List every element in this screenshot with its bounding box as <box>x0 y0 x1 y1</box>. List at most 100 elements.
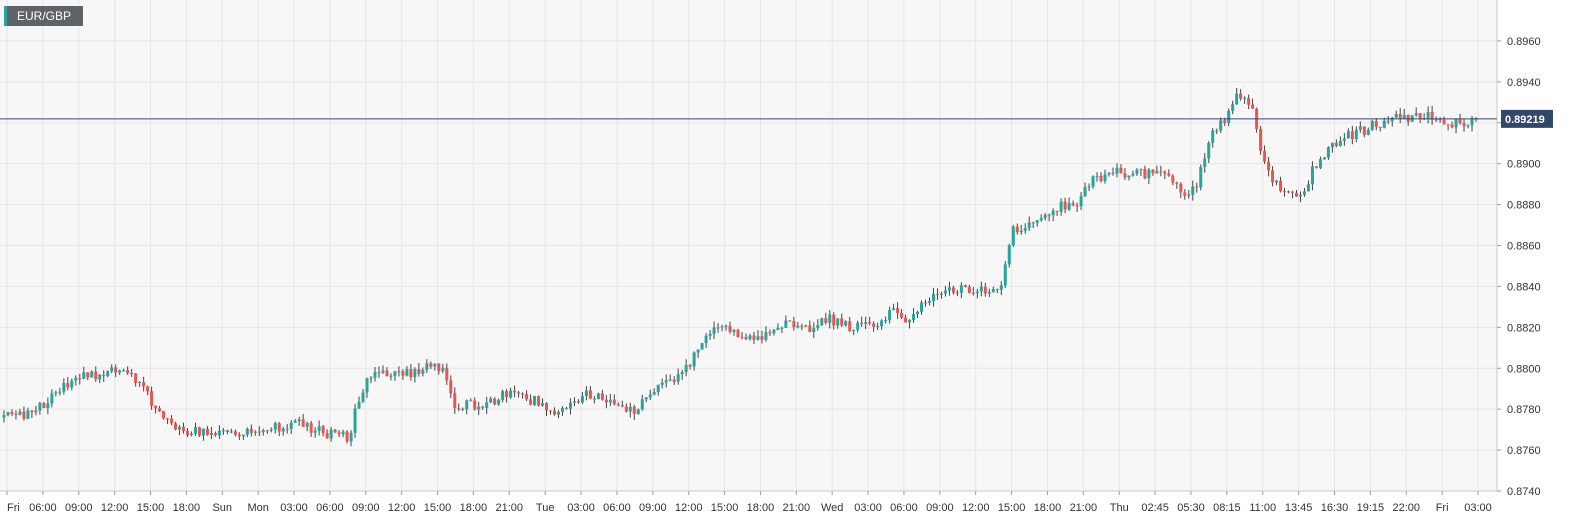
candle-down <box>377 372 381 374</box>
candle-up <box>1394 113 1398 118</box>
candle-down <box>409 369 413 378</box>
x-tick-label: 18:00 <box>747 502 775 514</box>
x-tick-label: 21:00 <box>496 502 524 514</box>
candle-down <box>832 314 836 326</box>
current-price-badge <box>1501 109 1553 128</box>
candle-down <box>265 430 269 432</box>
candle-up <box>421 369 425 374</box>
candle-up <box>46 403 50 409</box>
candle-up <box>696 349 700 353</box>
candle-up <box>229 431 233 433</box>
candle-up <box>1199 167 1203 188</box>
candle-down <box>672 379 676 382</box>
candle-down <box>461 408 465 410</box>
candle-down <box>971 292 975 294</box>
candle-up <box>138 382 142 384</box>
y-tick-label: 0.8840 <box>1507 281 1541 293</box>
candle-down <box>170 418 174 424</box>
candle-up <box>245 428 249 435</box>
candle-up <box>1115 167 1119 174</box>
candle-up <box>365 378 369 393</box>
candle-up <box>425 363 429 370</box>
candle-up <box>305 423 309 427</box>
candle-up <box>18 411 22 415</box>
candle-down <box>951 287 955 293</box>
candle-up <box>820 318 824 326</box>
candle-up <box>1322 157 1326 160</box>
x-tick-label: 12:00 <box>101 502 129 514</box>
candle-down <box>1031 222 1035 224</box>
candle-up <box>413 369 417 378</box>
candle-down <box>78 378 82 380</box>
candle-down <box>237 434 241 437</box>
candle-down <box>800 325 804 327</box>
candle-up <box>1390 117 1394 122</box>
candle-down <box>624 406 628 412</box>
candle-down <box>333 429 337 433</box>
x-tick-label: Fri <box>7 502 20 514</box>
candle-down <box>983 286 987 294</box>
candle-up <box>1003 264 1007 286</box>
candle-down <box>130 373 134 375</box>
candle-up <box>26 410 30 419</box>
candle-up <box>1219 120 1223 131</box>
candle-down <box>437 363 441 372</box>
x-tick-label: 15:00 <box>137 502 165 514</box>
candle-up <box>999 285 1003 290</box>
candle-up <box>201 428 205 436</box>
y-tick-label: 0.8780 <box>1507 404 1541 416</box>
candle-down <box>1159 171 1163 173</box>
candle-up <box>1454 119 1458 128</box>
candle-down <box>233 431 237 435</box>
candle-up <box>361 392 365 402</box>
candle-down <box>1438 119 1442 121</box>
candle-down <box>1075 205 1079 207</box>
candle-down <box>616 404 620 406</box>
candle-up <box>572 401 576 403</box>
candle-up <box>1382 120 1386 128</box>
candle-up <box>776 327 780 330</box>
candle-up <box>1235 93 1239 105</box>
candle-down <box>1378 126 1382 128</box>
candle-up <box>1207 142 1211 159</box>
candle-up <box>1326 147 1330 158</box>
candle-up <box>708 333 712 336</box>
candle-up <box>34 410 38 413</box>
x-tick-label: 03:00 <box>854 502 882 514</box>
candle-down <box>1047 214 1051 216</box>
candle-down <box>604 399 608 403</box>
candle-down <box>401 371 405 376</box>
candle-up <box>927 301 931 303</box>
candle-up <box>664 380 668 383</box>
candle-down <box>337 432 341 435</box>
candle-down <box>417 369 421 374</box>
x-tick-label: 06:00 <box>316 502 344 514</box>
candle-down <box>995 289 999 291</box>
candle-up <box>648 394 652 398</box>
candle-up <box>1298 194 1302 197</box>
candle-up <box>341 431 345 435</box>
candle-down <box>1175 182 1179 184</box>
candle-up <box>1131 173 1135 176</box>
x-tick-label: 03:00 <box>567 502 595 514</box>
candle-down <box>277 423 281 432</box>
candle-up <box>369 377 373 379</box>
candle-up <box>700 343 704 350</box>
candle-up <box>876 326 880 328</box>
candle-down <box>102 374 106 376</box>
candle-up <box>62 382 66 392</box>
candle-up <box>720 326 724 328</box>
x-tick-label: 05:30 <box>1177 502 1205 514</box>
candle-down <box>1374 121 1378 127</box>
candle-up <box>931 293 935 302</box>
candle-down <box>1406 114 1410 122</box>
candle-up <box>1095 175 1099 177</box>
candle-up <box>1087 186 1091 188</box>
candle-down <box>22 411 26 419</box>
candle-down <box>142 382 146 387</box>
y-tick-label: 0.8960 <box>1507 36 1541 48</box>
y-tick-label: 0.8940 <box>1507 77 1541 89</box>
candle-up <box>433 363 437 367</box>
candle-up <box>644 397 648 400</box>
